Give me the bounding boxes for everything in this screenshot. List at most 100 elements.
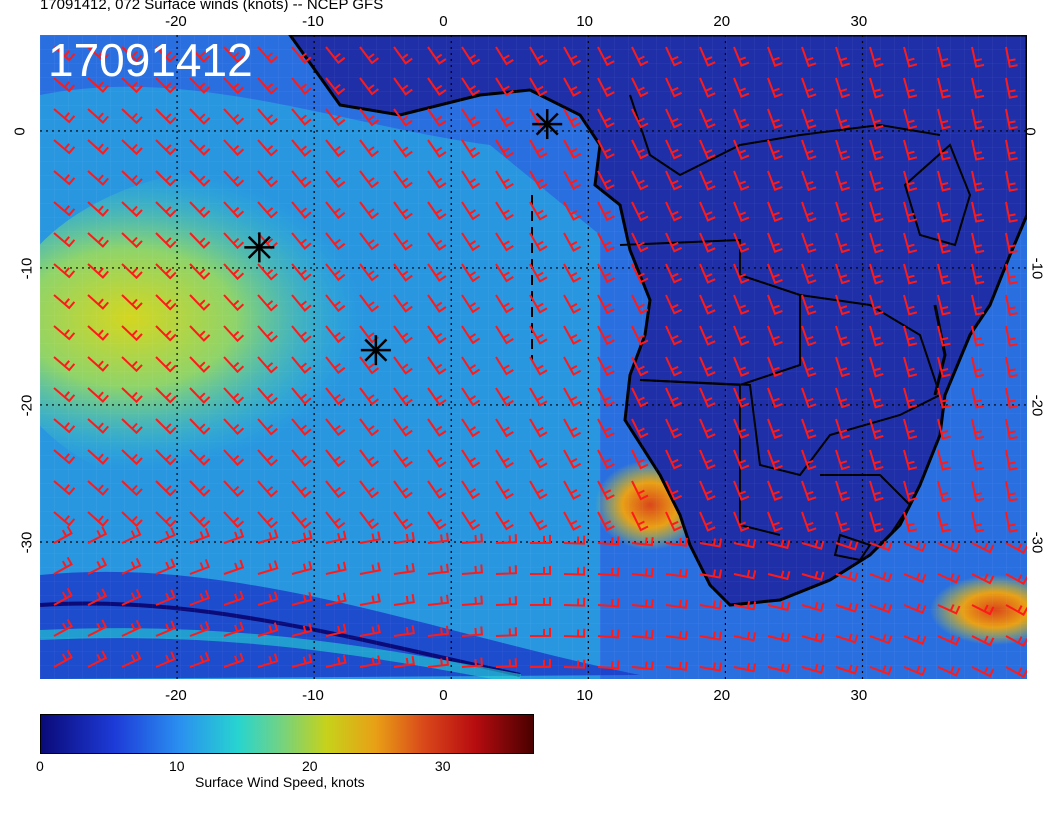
- wind-barb: [291, 449, 312, 467]
- wind-barb: [631, 232, 649, 253]
- wind-barb: [189, 528, 210, 544]
- wind-barb: [291, 418, 312, 436]
- wind-barb: [359, 387, 380, 406]
- wind-barb: [937, 480, 951, 502]
- wind-barb: [801, 387, 817, 409]
- wind-barb: [529, 627, 551, 637]
- wind-barb: [291, 356, 312, 374]
- wind-barb: [631, 387, 649, 408]
- colorbar-label: Surface Wind Speed, knots: [195, 774, 365, 790]
- wind-barb: [869, 571, 893, 583]
- wind-barb: [53, 77, 76, 93]
- wind-barb: [869, 232, 884, 254]
- wind-barb: [529, 418, 548, 438]
- wind-barb: [869, 201, 884, 223]
- wind-barb: [325, 387, 346, 406]
- wind-barb: [937, 46, 951, 68]
- wind-barb: [121, 650, 142, 668]
- wind-barb: [563, 480, 582, 500]
- wind-barb: [257, 449, 278, 467]
- wind-barb: [155, 558, 176, 575]
- wind-barb: [529, 356, 548, 376]
- wind-barb: [359, 170, 380, 189]
- wind-barb: [427, 77, 447, 96]
- lon-tick-top: 0: [439, 13, 448, 30]
- wind-barb: [461, 170, 481, 190]
- wind-barb: [495, 139, 514, 159]
- wind-barb: [257, 356, 278, 374]
- wind-barb: [189, 449, 211, 466]
- wind-barb: [121, 139, 143, 156]
- wind-barb: [665, 537, 688, 547]
- wind-barb: [801, 632, 825, 643]
- wind-barb: [257, 170, 278, 188]
- wind-barb: [903, 634, 927, 646]
- wind-barb: [495, 232, 514, 252]
- wind-barb: [869, 139, 884, 161]
- wind-barb: [733, 387, 750, 408]
- wind-barb: [835, 633, 859, 644]
- wind-barb: [597, 629, 620, 639]
- wind-barb: [495, 596, 518, 606]
- wind-barb: [665, 599, 688, 609]
- wind-barb: [903, 294, 918, 316]
- wind-barb: [223, 418, 245, 436]
- wind-barb: [53, 480, 76, 496]
- wind-barb: [257, 622, 279, 637]
- wind-barb: [495, 627, 518, 637]
- wind-barb: [971, 201, 985, 223]
- wind-barb: [257, 263, 278, 281]
- wind-barb: [155, 77, 177, 94]
- wind-barb: [223, 325, 245, 343]
- wind-barb: [495, 511, 514, 531]
- wind-barb: [223, 449, 245, 467]
- wind-barb: [223, 511, 245, 529]
- wind-barb: [461, 325, 481, 345]
- wind-barb: [665, 630, 688, 640]
- wind-barb: [189, 356, 211, 373]
- wind-barb: [359, 480, 380, 499]
- wind-barb: [665, 294, 683, 315]
- wind-barb: [869, 356, 884, 378]
- wind-barb: [223, 77, 245, 95]
- wind-barb: [903, 170, 918, 192]
- wind-barb: [801, 232, 817, 254]
- wind-barb: [53, 556, 73, 575]
- wind-barb: [869, 480, 884, 502]
- wind-barb: [937, 170, 951, 192]
- wind-barb: [359, 655, 381, 668]
- wind-barb: [257, 77, 278, 95]
- wind-barb: [699, 631, 723, 641]
- wind-barb: [189, 294, 211, 311]
- wind-barb: [495, 294, 514, 314]
- wind-barb: [699, 569, 723, 579]
- wind-barb: [257, 201, 278, 219]
- wind-barb: [155, 527, 176, 544]
- wind-barb: [869, 77, 884, 99]
- wind-barb: [291, 560, 313, 575]
- wind-barb: [665, 263, 683, 284]
- wind-barb: [359, 449, 380, 468]
- wind-barb: [87, 449, 109, 465]
- wind-barb: [767, 511, 783, 532]
- wind-barb: [291, 263, 312, 281]
- wind-barb: [529, 46, 548, 66]
- wind-barb: [461, 595, 483, 606]
- wind-barb: [597, 387, 615, 408]
- wind-barb: [427, 232, 447, 251]
- wind-barb: [359, 531, 381, 544]
- wind-barb: [427, 656, 450, 668]
- wind-barb: [767, 46, 783, 67]
- wind-barb: [631, 294, 649, 315]
- wind-barb: [1005, 263, 1018, 285]
- wind-barb: [733, 325, 750, 346]
- wind-barb: [971, 77, 985, 99]
- wind-barb: [937, 294, 951, 316]
- wind-barb: [325, 108, 346, 127]
- wind-barb: [325, 623, 347, 637]
- wind-barb: [869, 170, 884, 192]
- wind-barb: [121, 418, 143, 435]
- wind-barb: [767, 539, 791, 550]
- wind-barb: [325, 356, 346, 375]
- wind-barb: [393, 201, 413, 220]
